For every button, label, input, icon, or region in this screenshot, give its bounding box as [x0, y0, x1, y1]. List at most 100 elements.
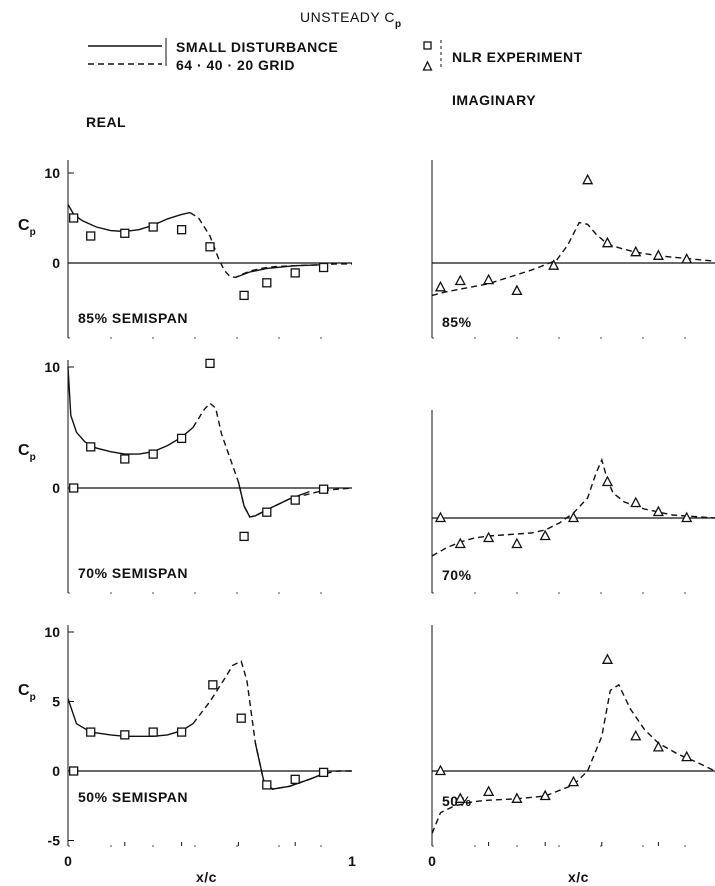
experiment-point-triangle — [652, 249, 664, 260]
column-title-real: REAL — [86, 114, 126, 130]
experiment-point-triangle — [539, 529, 551, 541]
experiment-point-triangle — [434, 764, 447, 776]
experiment-point-triangle — [681, 511, 693, 523]
experiment-point-square — [120, 228, 130, 238]
y-tick-label: 0 — [52, 255, 60, 271]
experiment-point-triangle — [582, 173, 594, 185]
y-axis-label-row3: Cp — [18, 682, 36, 703]
experiment-point-triangle — [567, 775, 580, 787]
experiment-point-square — [262, 507, 272, 517]
experiment-point-triangle — [567, 511, 580, 523]
experiment-point-triangle — [601, 653, 614, 664]
experiment-point-square — [176, 727, 187, 737]
experiment-point-triangle — [483, 273, 495, 285]
experiment-point-square — [236, 713, 246, 723]
panel-label: 70% SEMISPAN — [78, 565, 188, 581]
experiment-point-triangle — [434, 280, 447, 292]
panel-label: 50% SEMISPAN — [78, 789, 188, 805]
experiment-point-square — [205, 242, 215, 252]
x-tick-label: 0 — [64, 853, 72, 869]
experiment-point-triangle — [652, 505, 664, 517]
experiment-point-triangle — [630, 496, 642, 508]
experiment-point-square — [86, 442, 96, 452]
panel-real-70: 10 0 70% SEMISPAN — [44, 358, 353, 594]
small-disturbance-line — [67, 366, 194, 455]
panel-imag-70: 70% — [431, 410, 715, 594]
legend-experiment-label: NLR EXPERIMENT — [452, 49, 583, 65]
experiment-point-triangle — [539, 789, 551, 801]
panel-imag-50: 050% — [428, 625, 715, 869]
experiment-point-square — [262, 278, 272, 288]
small-disturbance-line — [254, 743, 324, 790]
y-tick-label: 10 — [44, 624, 60, 640]
experiment-point-square — [120, 454, 130, 464]
x-axis-label-left: x/c — [196, 869, 217, 885]
experiment-point-triangle — [601, 236, 614, 248]
panel-label: 85% — [442, 314, 472, 330]
experiment-point-square — [120, 730, 130, 740]
experiment-point-square — [86, 727, 96, 737]
experiment-point-square — [148, 449, 158, 459]
y-tick-label: -5 — [48, 833, 61, 849]
experiment-point-square — [262, 780, 272, 790]
experiment-point-square — [69, 766, 79, 776]
experiment-point-square — [86, 231, 96, 241]
legend-grid-label: 64 · 40 · 20 GRID — [176, 57, 295, 73]
x-tick-label: 1 — [348, 853, 356, 869]
experiment-point-square — [239, 531, 249, 542]
panel-label: 85% SEMISPAN — [78, 310, 188, 326]
experiment-point-square — [176, 433, 187, 444]
experiment-point-triangle — [511, 284, 523, 296]
y-axis-label-row2: Cp — [18, 442, 36, 463]
x-axis-label-right: x/c — [568, 869, 589, 885]
legend-square-marker — [423, 41, 432, 50]
figure-title: UNSTEADY Cp — [300, 9, 402, 30]
grid-solution-line — [431, 457, 715, 557]
experiment-point-square — [318, 484, 329, 494]
column-title-imaginary: IMAGINARY — [452, 92, 536, 108]
y-axis-label-row1: Cp — [18, 217, 36, 238]
y-tick-label: 5 — [52, 694, 60, 710]
small-disturbance-line — [235, 264, 324, 279]
panel-imag-85: 85% — [431, 160, 715, 339]
experiment-point-square — [148, 222, 158, 232]
small-disturbance-line — [67, 204, 191, 233]
experiment-point-triangle — [511, 792, 523, 803]
experiment-point-triangle — [681, 253, 693, 264]
y-tick-label: 0 — [52, 480, 60, 496]
experiment-point-triangle — [652, 740, 664, 752]
experiment-point-triangle — [454, 537, 466, 549]
experiment-point-triangle — [681, 750, 693, 762]
small-disturbance-line — [67, 698, 194, 737]
experiment-point-triangle — [434, 511, 447, 523]
panel-real-85: 10 0 85% SEMISPAN — [44, 160, 352, 339]
experiment-point-triangle — [630, 729, 642, 741]
experiment-point-square — [318, 767, 329, 778]
experiment-point-square — [290, 774, 300, 784]
x-tick-label: 0 — [428, 853, 436, 869]
experiment-point-triangle — [483, 531, 495, 543]
experiment-point-square — [205, 358, 215, 369]
experiment-point-square — [176, 225, 187, 235]
experiment-point-square — [290, 268, 300, 278]
small-disturbance-line — [237, 481, 310, 518]
experiment-point-square — [208, 680, 218, 690]
experiment-point-triangle — [601, 475, 614, 487]
experiment-point-square — [148, 727, 158, 737]
experiment-point-square — [69, 483, 79, 493]
experiment-point-triangle — [483, 785, 495, 796]
experiment-point-triangle — [454, 274, 466, 286]
y-tick-label: 0 — [52, 763, 60, 779]
experiment-point-triangle — [548, 259, 560, 270]
experiment-point-square — [318, 262, 329, 273]
grid-solution-line — [192, 402, 353, 518]
legend-theory-label: SMALL DISTURBANCE — [176, 39, 338, 55]
experiment-point-triangle — [454, 792, 466, 803]
experiment-point-square — [239, 290, 249, 301]
experiment-point-triangle — [630, 245, 642, 257]
experiment-point-triangle — [511, 537, 523, 549]
experiment-point-square — [69, 213, 79, 223]
legend: SMALL DISTURBANCE 64 · 40 · 20 GRID NLR … — [88, 38, 583, 73]
